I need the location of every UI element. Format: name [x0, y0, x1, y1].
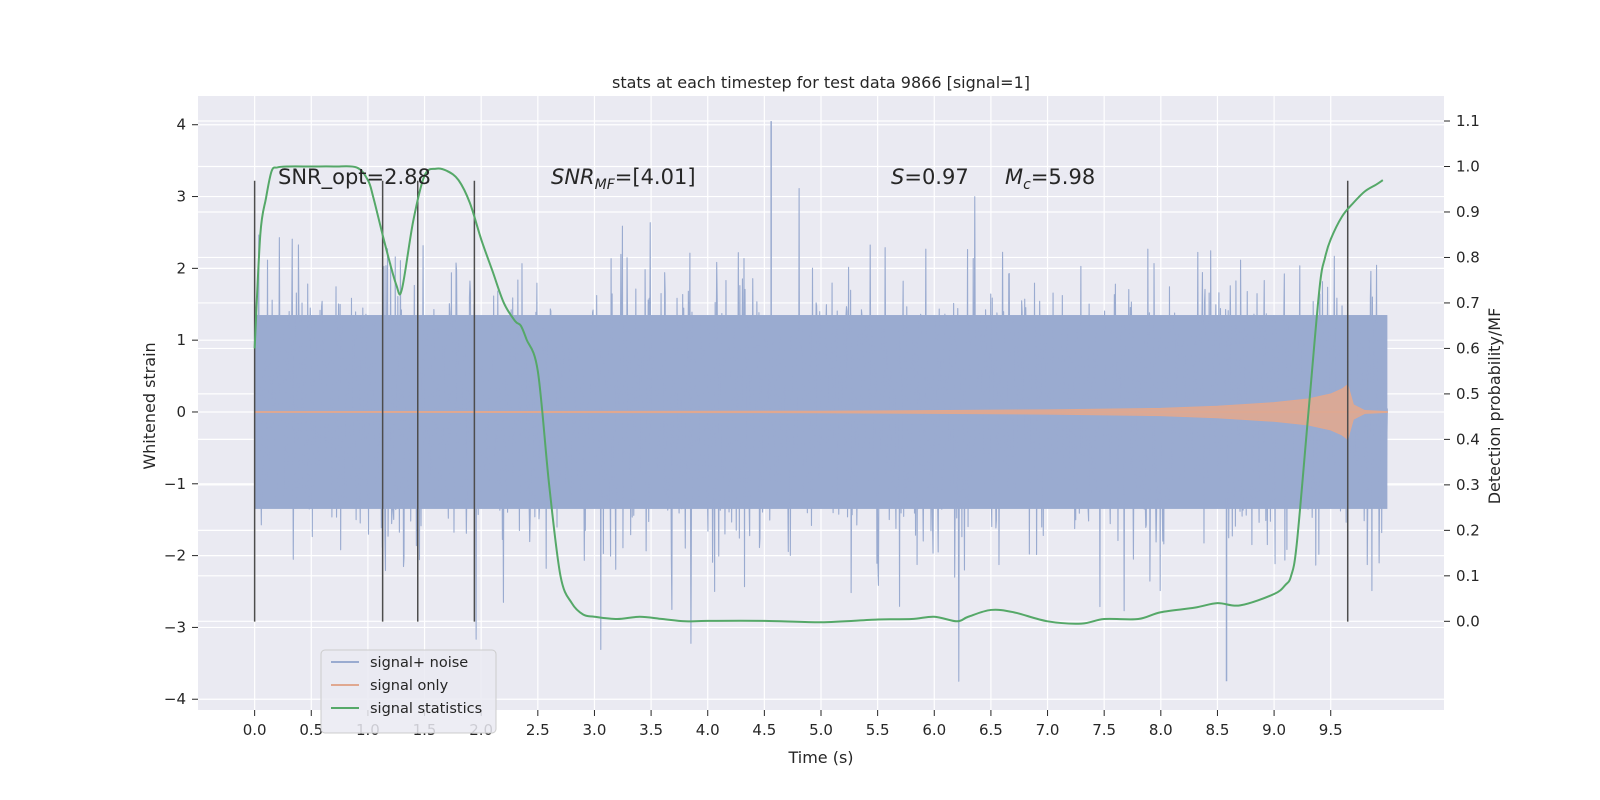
- y2-tick-label: 0.8: [1456, 248, 1480, 266]
- annotation-mc: Mc=5.98: [1005, 165, 1095, 193]
- y2-axis-label: Detection probability/MF: [1485, 308, 1504, 505]
- signal-statistics-series: [253, 165, 1384, 625]
- annotation-s: S=0.97: [891, 165, 969, 189]
- x-axis-label: Time (s): [787, 748, 853, 767]
- y2-tick-label: 0.7: [1456, 294, 1480, 312]
- annotation-snr-mf-sub: MF: [595, 177, 616, 193]
- y2-tick-label: 0.3: [1456, 476, 1480, 494]
- x-tick-label: 4.5: [752, 721, 776, 739]
- annotation-snr-mf-main: SNR: [551, 165, 595, 189]
- y-tick-label: 2: [176, 259, 186, 277]
- y2-axis-ticks: 0.0 0.1 0.2 0.3 0.4 0.5 0.6 0.7 0.8 0.9 1.0 1.1: [1444, 112, 1480, 630]
- x-tick-label: 6.0: [922, 721, 946, 739]
- x-tick-label: 4.0: [696, 721, 720, 739]
- annotation-s-value: =0.97: [904, 165, 968, 189]
- legend-label-signal: signal only: [370, 678, 449, 694]
- y-axis-label: Whitened strain: [140, 342, 159, 469]
- x-tick-label: 5.0: [809, 721, 833, 739]
- annotation-mc-sub: c: [1023, 177, 1031, 193]
- y2-tick-label: 1.0: [1456, 157, 1480, 175]
- x-tick-label: 0.5: [299, 721, 323, 739]
- y-tick-label: 4: [176, 116, 186, 134]
- y-axis-ticks: 4 3 2 1 0 −1 −2 −3 −4: [164, 116, 198, 708]
- legend-label-noise: signal+ noise: [370, 655, 468, 671]
- y-tick-label: 3: [176, 188, 186, 206]
- x-tick-label: 3.0: [583, 721, 607, 739]
- signal-statistics-line: [253, 165, 1384, 625]
- y-tick-label: −4: [164, 690, 186, 708]
- annotation-mc-value: =5.98: [1031, 165, 1095, 189]
- y-tick-label: 0: [176, 403, 186, 421]
- annotation-s-main: S: [891, 165, 904, 189]
- y-tick-label: 1: [176, 331, 186, 349]
- annotation-snr-mf-value: =[4.01]: [615, 165, 696, 189]
- y-tick-label: −2: [164, 547, 186, 565]
- annotation-snr-mf: SNRMF=[4.01]: [551, 165, 696, 193]
- x-tick-label: 8.5: [1206, 721, 1230, 739]
- x-tick-label: 7.5: [1092, 721, 1116, 739]
- y2-tick-label: 0.1: [1456, 567, 1480, 585]
- annotation-mc-main: M: [1005, 165, 1023, 189]
- y2-tick-label: 0.5: [1456, 385, 1480, 403]
- x-tick-label: 0.0: [243, 721, 267, 739]
- x-tick-label: 5.5: [866, 721, 890, 739]
- x-tick-label: 2.5: [526, 721, 550, 739]
- x-tick-label: 6.5: [979, 721, 1003, 739]
- y2-tick-label: 0.9: [1456, 203, 1480, 221]
- y2-tick-label: 0.0: [1456, 612, 1480, 630]
- y2-tick-label: 1.1: [1456, 112, 1480, 130]
- y-tick-label: −1: [164, 475, 186, 493]
- y-tick-label: −3: [164, 618, 186, 636]
- x-tick-label: 9.5: [1319, 721, 1343, 739]
- noise-trace: [254, 187, 1388, 682]
- y2-tick-label: 0.2: [1456, 521, 1480, 539]
- annotation-snr-opt: SNR_opt=2.88: [278, 165, 431, 190]
- signal-only-series: [254, 383, 1388, 441]
- y2-tick-label: 0.6: [1456, 339, 1480, 357]
- legend-label-statistics: signal statistics: [370, 701, 482, 717]
- legend: signal+ noise signal only signal statist…: [320, 649, 497, 734]
- y2-tick-label: 0.4: [1456, 430, 1480, 448]
- x-tick-label: 8.0: [1149, 721, 1173, 739]
- x-tick-label: 9.0: [1262, 721, 1286, 739]
- x-tick-label: 3.5: [639, 721, 663, 739]
- chart-title: stats at each timestep for test data 986…: [612, 73, 1030, 92]
- vertical-markers: [253, 180, 1349, 622]
- legend-box: [320, 649, 497, 734]
- x-tick-label: 7.0: [1036, 721, 1060, 739]
